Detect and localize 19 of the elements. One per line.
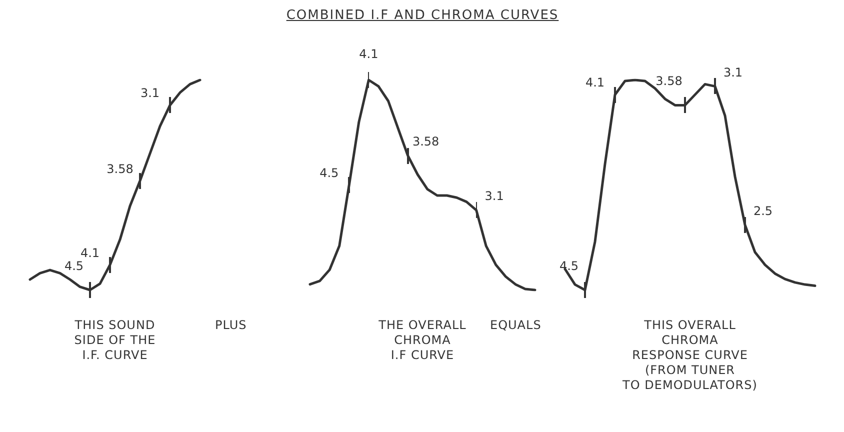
text: 3.1 — [723, 65, 743, 80]
annotation: 4.5 — [320, 166, 339, 180]
text: PLUS — [215, 318, 247, 332]
chart-title: COMBINED I.F AND CHROMA CURVES — [285, 8, 560, 23]
annotation: 3.58 — [656, 74, 682, 88]
annotation: 3.1 — [140, 86, 160, 100]
annotation: 4.1 — [585, 76, 605, 90]
annotation: 3.58 — [412, 134, 440, 149]
x-axis-title: THIS OVERALL CHROMA RESPONSE CURVE (FROM TUNER TO DEMODULATORS) — [622, 318, 758, 393]
annotation: 4.5 — [64, 259, 84, 273]
x-axis-title: THE OVERALL CHROMA I.F CURVE — [378, 318, 466, 362]
text: 4.1 — [359, 47, 378, 61]
x-axis-title: THIS SOUND SIDE OF THE I.F. CURVE — [74, 318, 156, 362]
annotation: 2.5 — [753, 204, 773, 218]
annotation: 3.1 — [484, 189, 504, 204]
annotation: 4.5 — [559, 259, 579, 273]
annotation: 3.58 — [106, 162, 134, 176]
text: EQUALS — [490, 318, 542, 332]
annotation: 4.1 — [80, 246, 100, 260]
